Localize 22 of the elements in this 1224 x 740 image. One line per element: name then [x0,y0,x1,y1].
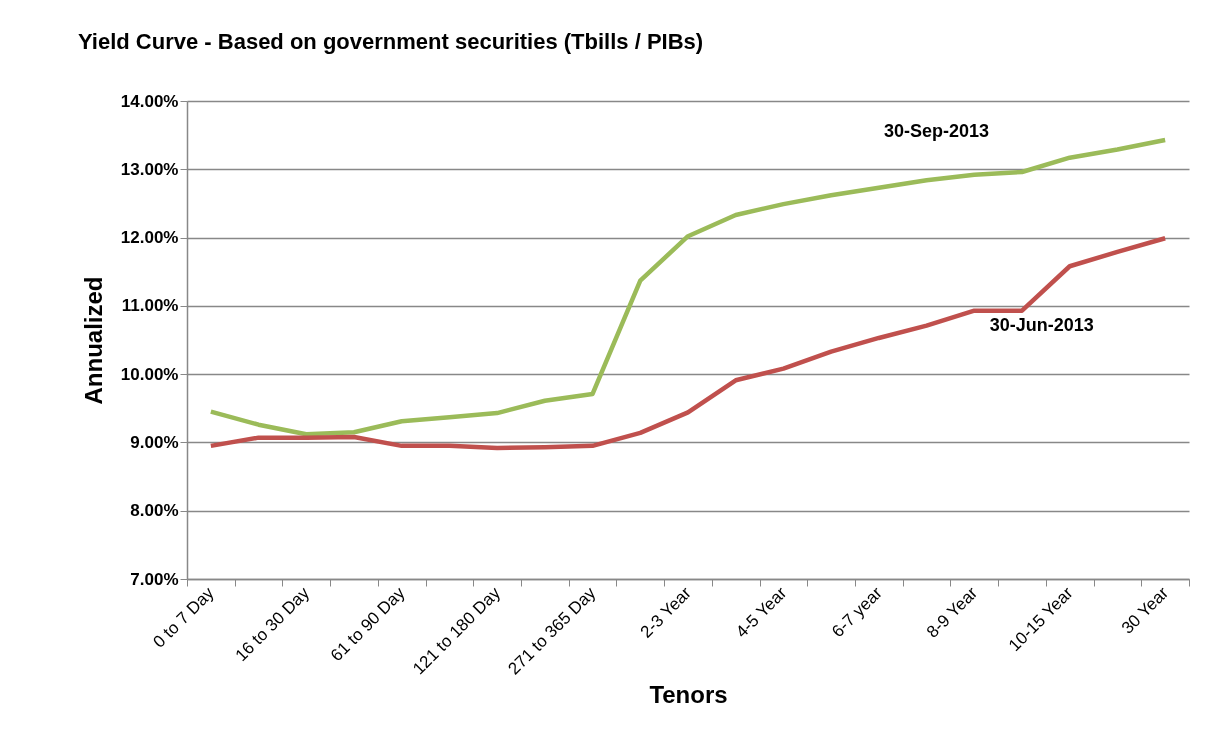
x-tick-label: 271 to 365 Day [504,583,600,679]
x-tick-label: 2-3 Year [636,583,696,642]
line-series [208,236,1168,451]
x-tick-label: 4-5 Year [732,583,791,642]
y-tick-label: 7.00% [130,569,179,589]
y-tick-label: 11.00% [121,296,179,316]
y-tick-label: 10.00% [120,364,179,384]
x-tick-label: 16 to 30 Day [231,583,314,666]
series-label: 30-Jun-2013 [989,315,1094,336]
y-tick-label: 8.00% [130,501,179,521]
y-tick-label: 14.00% [120,91,179,111]
x-axis-title: Tenors [649,680,728,708]
x-tick-label: 121 to 180 Day [409,583,505,679]
chart-title: Yield Curve - Based on government securities (Tbills / PIBs) [78,29,704,54]
x-tick-label: 30 Year [1117,583,1173,638]
x-tick-label: 8-9 Year [922,583,982,642]
x-tick-label: 61 to 90 Day [326,583,409,666]
y-axis-title: Annualized [79,276,107,405]
y-tick-label: 9.00% [130,432,179,452]
series-label: 30-Sep-2013 [884,121,990,142]
y-tick-label: 12.00% [120,228,179,248]
y-tick-label: 13.00% [120,159,179,179]
